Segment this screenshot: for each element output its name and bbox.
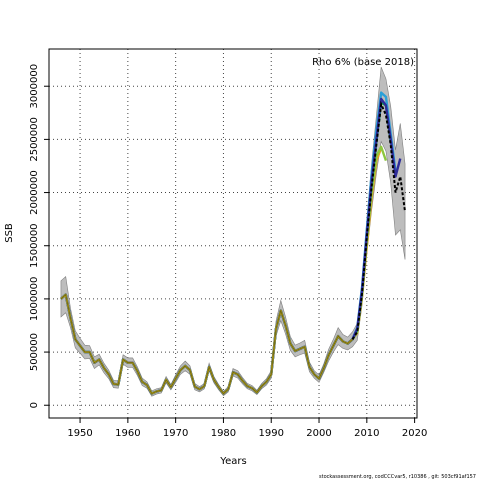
- plot-frame: [48, 48, 418, 419]
- x-tick-label: 2000: [306, 428, 331, 439]
- x-tick-label: 2010: [354, 428, 379, 439]
- confidence-band: [60, 66, 406, 397]
- y-tick-label: 2000000: [29, 170, 40, 215]
- x-tick-label: 1960: [115, 428, 140, 439]
- retro-peel-line: [60, 100, 392, 395]
- x-axis-title: Years: [219, 456, 246, 467]
- axes: 1950 1960 1970 1980 1990 2000 2010 2020 0 500000 1…: [29, 64, 427, 439]
- footer-credit: stockassessment.org, codCCCvar5, r10386 …: [319, 474, 476, 480]
- y-tick-label: 500000: [29, 333, 40, 371]
- retro-rho-annotation: Rho 6% (base 2018): [312, 57, 414, 68]
- retro-peel-line: [60, 147, 383, 395]
- retro-peel-line: [60, 97, 402, 395]
- x-tick-label: 2020: [402, 428, 427, 439]
- y-tick-label: 1500000: [29, 223, 40, 268]
- y-tick-label: 2500000: [29, 117, 40, 162]
- y-tick-label: 3000000: [29, 64, 40, 109]
- y-axis-title: SSB: [4, 223, 15, 243]
- y-tick-label: 0: [29, 402, 40, 408]
- history-overlay-line: [60, 293, 354, 395]
- grid-lines: [49, 49, 417, 418]
- series-lines: [60, 91, 407, 395]
- base-line: [60, 294, 353, 394]
- x-tick-label: 1990: [259, 428, 284, 439]
- x-tick-label: 1980: [211, 428, 236, 439]
- y-tick-label: 1000000: [29, 277, 40, 322]
- x-tick-label: 1970: [163, 428, 188, 439]
- x-tick-label: 1950: [67, 428, 92, 439]
- retro-peel-line: [60, 145, 388, 395]
- ssb-confidence-band: [60, 66, 406, 397]
- base-recent-dashed-line: [351, 100, 407, 340]
